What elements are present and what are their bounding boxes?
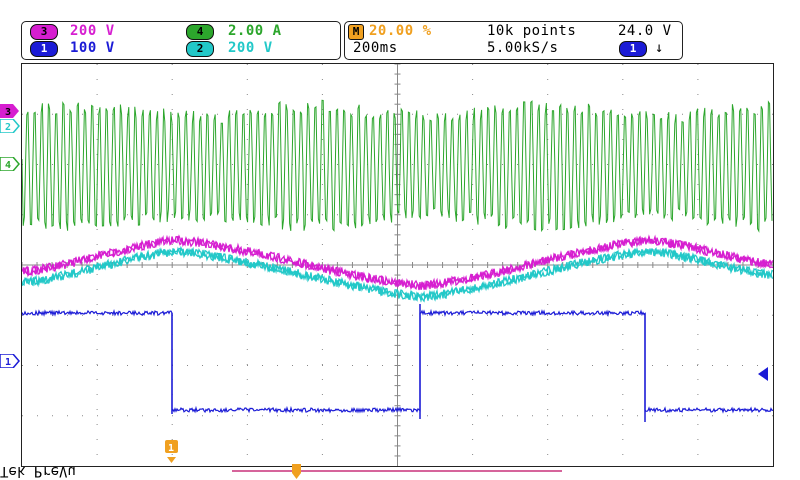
ch4-scale: 2.00 A [228, 23, 282, 39]
ch1-waveform [22, 308, 773, 414]
math-value: 20.00 % [369, 23, 432, 39]
ch3-scale: 200 V [70, 23, 115, 39]
ch4-waveform [22, 99, 773, 233]
timebase: 200ms [353, 40, 398, 56]
waveform-display[interactable] [21, 63, 774, 467]
ch2-waveform-band [22, 245, 773, 303]
ch2-marker-label: 2 [5, 122, 11, 133]
ch3-ground-marker[interactable]: 3 [0, 104, 20, 118]
run-status-label: Tek PreVu [0, 463, 76, 479]
ch2-scale: 200 V [228, 40, 273, 56]
ch3-badge[interactable]: 3 [30, 24, 58, 40]
trigger-source-badge[interactable]: 1 [619, 41, 647, 57]
ch1-badge[interactable]: 1 [30, 41, 58, 57]
ch3-waveform-band [22, 234, 773, 291]
ch3-marker-label: 3 [5, 107, 11, 118]
channel-settings-bar: 3 200 V 4 2.00 A 1 100 V 2 200 V M 20.00… [0, 0, 800, 62]
ch4-marker-label: 4 [5, 160, 11, 171]
waveform-canvas [22, 64, 773, 466]
ch1-ground-marker[interactable]: 1 [0, 354, 20, 368]
math-badge[interactable]: M [348, 24, 364, 40]
trigger-level-marker[interactable] [758, 367, 770, 381]
trigger-marker-label: 1 [168, 443, 174, 454]
ch2-ground-marker[interactable]: 2 [0, 119, 20, 133]
horizontal-settings-panel[interactable]: M 20.00 % 10k points 24.0 V 200ms 5.00kS… [344, 21, 683, 60]
ch4-ground-marker[interactable]: 4 [0, 157, 20, 171]
ch1-marker-label: 1 [5, 357, 11, 368]
trigger-slope-icon: ↓ [655, 40, 664, 56]
trigger-level: 24.0 V [618, 23, 672, 39]
sample-rate: 5.00kS/s [487, 40, 559, 56]
record-view-bar[interactable] [230, 463, 565, 480]
record-length: 10k points [487, 23, 577, 39]
ch4-badge[interactable]: 4 [186, 24, 214, 40]
trigger-position-marker[interactable]: 1 [164, 440, 180, 464]
vertical-settings-panel[interactable]: 3 200 V 4 2.00 A 1 100 V 2 200 V [21, 21, 341, 60]
ch1-scale: 100 V [70, 40, 115, 56]
ch2-badge[interactable]: 2 [186, 41, 214, 57]
